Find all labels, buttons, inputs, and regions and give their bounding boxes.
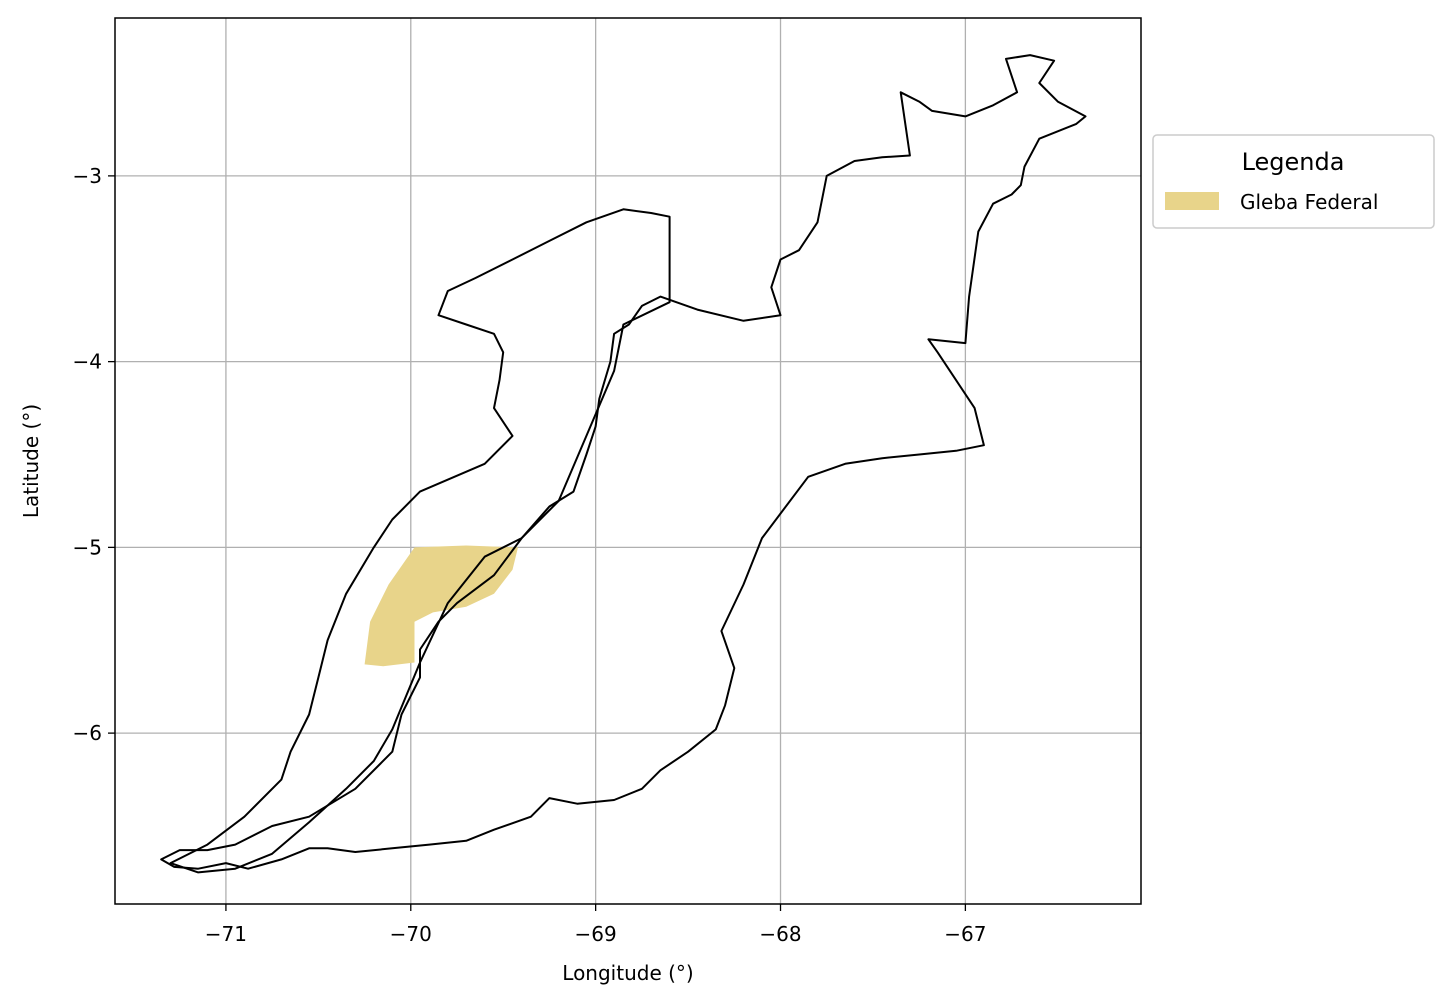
gleba-federal-area bbox=[364, 545, 518, 667]
y-tick-label-3: −6 bbox=[73, 721, 102, 745]
legend-box bbox=[1152, 134, 1435, 229]
plot-frame bbox=[114, 17, 1142, 905]
x-tick-label-3: −68 bbox=[759, 922, 801, 946]
legend-title: Legenda bbox=[1242, 148, 1345, 176]
map-features bbox=[160, 54, 1087, 874]
y-tick-label-2: −5 bbox=[73, 535, 102, 559]
x-tick-label-1: −70 bbox=[390, 922, 432, 946]
y-tick-label-1: −4 bbox=[73, 350, 102, 374]
x-tick-label-4: −67 bbox=[944, 922, 986, 946]
x-tick-label-0: −71 bbox=[205, 922, 247, 946]
territory-inner-boundary bbox=[169, 208, 671, 874]
y-axis-ticks: −3 −4 −5 −6 bbox=[73, 164, 115, 745]
x-tick-label-2: −69 bbox=[575, 922, 617, 946]
legend: Legenda Gleba Federal bbox=[1152, 134, 1435, 229]
territory-outer-boundary bbox=[160, 54, 1087, 870]
x-axis-title: Longitude (°) bbox=[562, 961, 693, 985]
x-axis-ticks: −71 −70 −69 −68 −67 bbox=[205, 904, 986, 946]
y-tick-label-0: −3 bbox=[73, 164, 102, 188]
legend-label-gleba-federal: Gleba Federal bbox=[1240, 190, 1378, 214]
y-axis-title: Latitude (°) bbox=[19, 404, 43, 518]
legend-swatch-gleba-federal bbox=[1165, 192, 1219, 210]
grid-lines bbox=[115, 18, 1141, 904]
